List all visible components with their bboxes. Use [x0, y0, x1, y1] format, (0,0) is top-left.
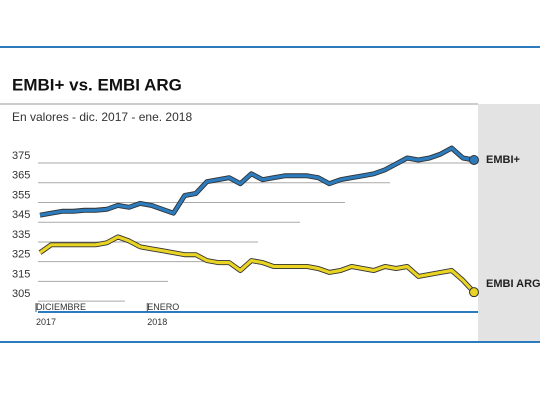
y-tick-label: 315 — [12, 268, 30, 280]
y-tick-label: 365 — [12, 170, 30, 182]
y-tick-label: 355 — [12, 189, 30, 201]
side-panel — [478, 104, 540, 341]
y-tick-label: 305 — [12, 288, 30, 300]
series-line — [39, 235, 476, 294]
chart-title: EMBI+ vs. EMBI ARG — [12, 75, 182, 94]
y-tick-label: 375 — [12, 150, 30, 162]
y-tick-label: 345 — [12, 209, 30, 221]
y-tick-label: 335 — [12, 229, 30, 241]
y-tick-label: 325 — [12, 249, 30, 261]
x-tick-label: DICIEMBRE 2017 — [36, 302, 86, 327]
x-tick-label: ENERO 2018 — [147, 302, 179, 327]
chart-subtitle: En valores - dic. 2017 - ene. 2018 — [12, 110, 192, 124]
end-marker — [469, 154, 479, 165]
legend-label: EMBI ARG. — [486, 278, 540, 290]
legend-label: EMBI+ — [486, 154, 520, 166]
end-marker — [469, 287, 479, 298]
series-line — [39, 146, 475, 217]
